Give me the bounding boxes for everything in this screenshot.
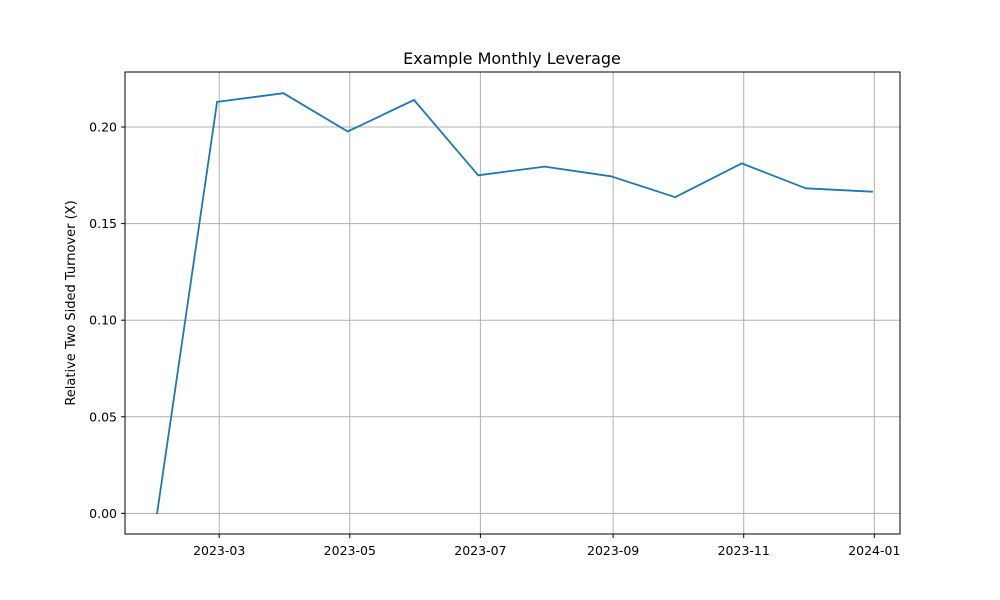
chart-title: Example Monthly Leverage (403, 49, 621, 68)
plot-area-background (125, 72, 900, 534)
tick-marks (121, 126, 875, 538)
y-axis-label: Relative Two Sided Turnover (X) (64, 200, 79, 405)
data-point (346, 130, 349, 133)
y-tick-label: 0.00 (89, 506, 117, 521)
y-tick-label: 0.20 (89, 120, 117, 135)
y-tick-label: 0.10 (89, 313, 117, 328)
data-point (740, 162, 743, 165)
x-tick-label: 2023-11 (718, 543, 770, 558)
y-tick-label: 0.05 (89, 409, 117, 424)
data-point (804, 187, 807, 190)
data-point (674, 196, 677, 199)
data-point (477, 174, 480, 177)
data-point (871, 190, 874, 193)
x-tick-label: 2023-05 (324, 543, 376, 558)
data-point (282, 92, 285, 95)
x-tick-label: 2023-03 (193, 543, 245, 558)
y-tick-labels: 0.00 0.05 0.10 0.15 0.20 (89, 120, 117, 521)
grid-lines (125, 72, 900, 534)
x-tick-label: 2023-09 (587, 543, 639, 558)
x-tick-label: 2023-07 (454, 543, 506, 558)
plot-frame (124, 71, 901, 535)
x-tick-label: 2024-01 (848, 543, 900, 558)
series-layer (156, 92, 874, 515)
y-tick-label: 0.15 (89, 216, 117, 231)
data-point (610, 175, 612, 178)
series-line (156, 92, 873, 514)
data-point (216, 101, 219, 103)
data-point (413, 99, 415, 101)
data-point (156, 512, 159, 515)
data-point (543, 165, 546, 168)
x-tick-labels: 2023-03 2023-05 2023-07 2023-09 2023-11 2024-… (193, 543, 900, 558)
